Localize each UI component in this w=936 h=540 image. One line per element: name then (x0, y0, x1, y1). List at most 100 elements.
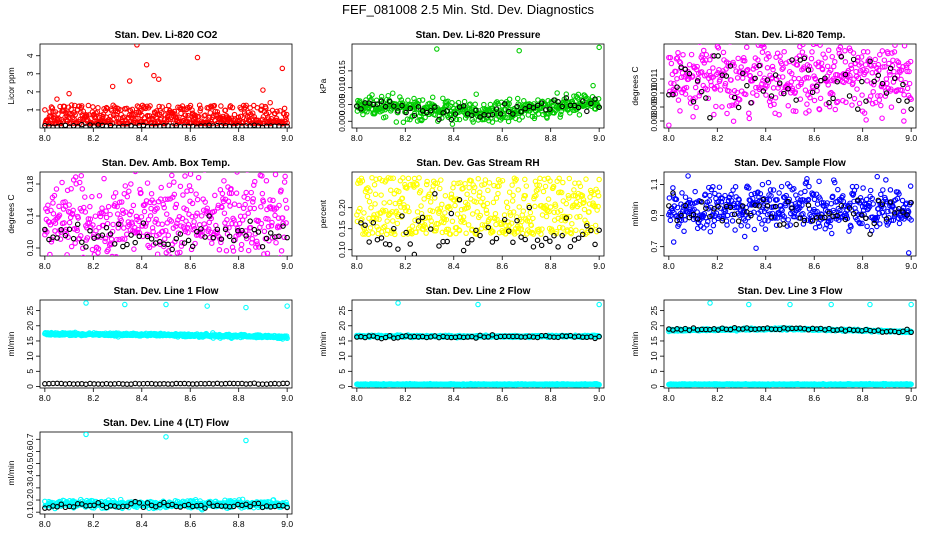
data-point (558, 108, 564, 115)
data-point (99, 205, 105, 211)
data-point (579, 228, 585, 235)
data-point (746, 115, 753, 122)
data-point (849, 102, 855, 108)
data-point (284, 120, 290, 126)
data-point (216, 247, 223, 253)
data-point (416, 175, 422, 181)
data-point (703, 52, 710, 58)
data-point (70, 235, 77, 242)
data-point (867, 231, 873, 237)
points-group (42, 44, 290, 128)
data-point (80, 254, 86, 256)
data-point (127, 227, 134, 233)
series-reference (354, 332, 602, 342)
data-point (584, 223, 590, 229)
data-point (255, 229, 262, 235)
outlier-point (122, 301, 128, 308)
data-point (419, 214, 426, 221)
data-point (407, 241, 413, 247)
data-point (810, 44, 817, 48)
data-point (153, 108, 160, 114)
data-point (243, 235, 250, 242)
data-point (831, 177, 837, 183)
data-point (707, 114, 713, 121)
data-point (89, 246, 96, 253)
data-point (413, 229, 419, 236)
data-point (536, 182, 543, 188)
data-point (790, 108, 797, 114)
data-point (72, 174, 79, 180)
data-point (122, 236, 128, 242)
data-point (857, 67, 864, 74)
data-point (520, 208, 527, 214)
data-point (415, 101, 421, 107)
outlier-point (905, 250, 912, 256)
data-point (277, 108, 283, 114)
data-point (251, 226, 258, 233)
data-point (722, 192, 728, 199)
data-point (46, 236, 52, 243)
data-point (128, 208, 135, 215)
data-point (369, 230, 376, 236)
data-point (818, 77, 824, 84)
data-point (419, 97, 426, 103)
data-point (827, 223, 833, 230)
data-point (850, 211, 857, 217)
x-tick-label: 8.2 (399, 393, 411, 403)
data-point (76, 235, 82, 242)
data-point (496, 107, 503, 114)
data-point (811, 196, 818, 203)
data-point (822, 226, 828, 232)
data-point (259, 243, 266, 250)
data-point (686, 70, 693, 77)
x-tick-label: 9.0 (905, 261, 917, 271)
data-point (715, 69, 721, 76)
data-point (210, 234, 216, 241)
data-point (429, 208, 436, 215)
data-point (773, 222, 780, 228)
data-point (473, 107, 479, 114)
data-point (123, 209, 129, 215)
data-point (458, 206, 465, 213)
data-point (878, 191, 884, 198)
data-point (875, 61, 882, 68)
data-point (906, 68, 912, 75)
data-point (687, 100, 694, 106)
data-point (107, 211, 113, 218)
data-point (103, 208, 109, 214)
data-point (391, 228, 397, 235)
y-tick-label: 0.005 (337, 94, 347, 116)
data-point (164, 211, 170, 217)
data-point (804, 101, 810, 107)
data-point (581, 206, 588, 213)
data-point (798, 79, 805, 86)
data-point (519, 114, 526, 120)
data-point (260, 198, 267, 205)
data-point (189, 213, 195, 220)
data-point (767, 95, 774, 102)
x-tick-label: 8.4 (136, 261, 148, 271)
data-point (103, 224, 110, 231)
data-point (243, 102, 249, 109)
data-point (745, 66, 751, 73)
data-point (538, 231, 544, 237)
data-point (686, 74, 692, 80)
data-point (214, 109, 221, 115)
panel-title: Stan. Dev. Li-820 Temp. (735, 30, 846, 41)
data-point (543, 213, 550, 220)
data-point (808, 66, 814, 73)
data-point (51, 192, 58, 199)
data-point (730, 187, 736, 193)
data-point (469, 211, 476, 217)
data-point (711, 206, 717, 212)
data-point (222, 226, 229, 233)
data-point (194, 228, 200, 235)
data-point (74, 227, 80, 234)
data-point (448, 191, 455, 197)
outlier-point (596, 301, 602, 308)
x-tick-label: 8.8 (233, 393, 245, 403)
data-point (563, 98, 569, 104)
data-point (530, 244, 537, 250)
data-point (686, 197, 693, 203)
points-group (354, 300, 602, 388)
